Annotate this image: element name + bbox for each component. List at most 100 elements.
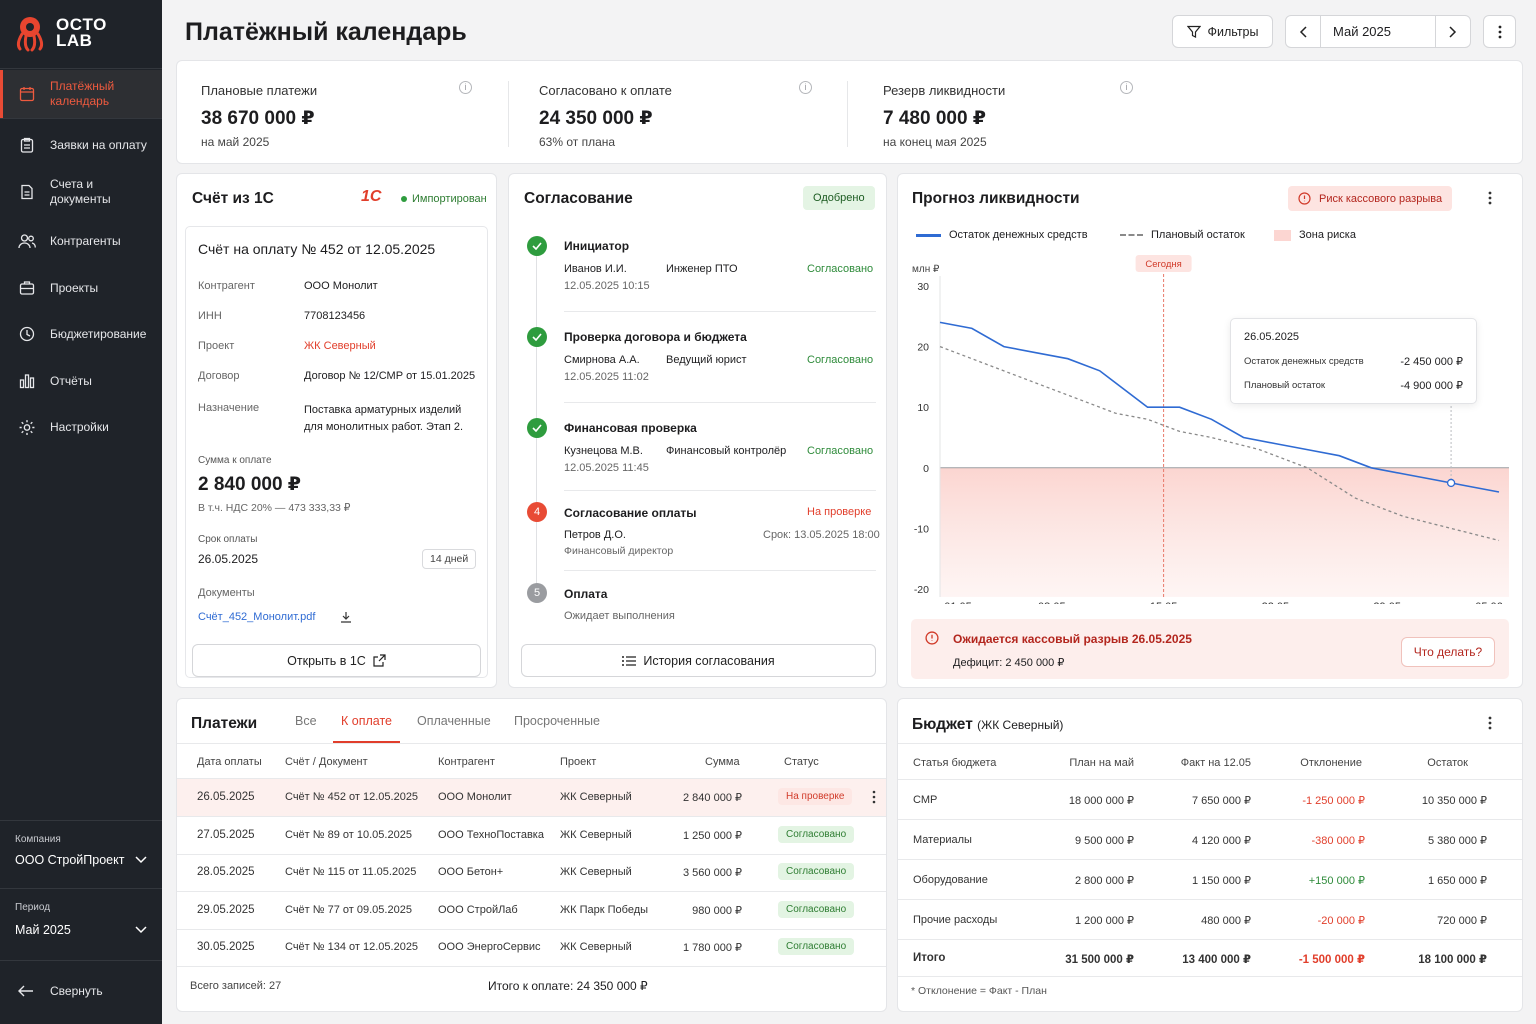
- brand-logo[interactable]: OCTO LAB: [12, 14, 107, 52]
- sidebar-item-budgeting[interactable]: Бюджетирование: [0, 310, 162, 358]
- more-menu-button[interactable]: [1483, 15, 1516, 48]
- row-menu-button[interactable]: [872, 790, 876, 809]
- cell-rest: 10 350 000 ₽: [1421, 795, 1487, 807]
- next-month-button[interactable]: [1435, 16, 1470, 47]
- step-person: Иванов И.И.: [564, 263, 627, 275]
- step-title: Инициатор: [564, 239, 630, 253]
- step-role: Инженер ПТО: [666, 263, 738, 275]
- budget-menu-button[interactable]: [1488, 716, 1492, 735]
- filters-button[interactable]: Фильтры: [1172, 15, 1273, 48]
- tooltip-date: 26.05.2025: [1244, 331, 1300, 343]
- table-row[interactable]: 30.05.2025 Счёт № 134 от 12.05.2025 ООО …: [177, 929, 886, 966]
- tab-overdue[interactable]: Просроченные: [514, 714, 600, 728]
- cell-dev: -20 000 ₽: [1317, 915, 1365, 927]
- sidebar-item-counterparties[interactable]: Контрагенты: [0, 217, 162, 265]
- table-row[interactable]: 29.05.2025 Счёт № 77 от 09.05.2025 ООО С…: [177, 892, 886, 929]
- divider: [177, 966, 886, 967]
- invoice-details: Счёт на оплату № 452 от 12.05.2025 Контр…: [185, 226, 488, 678]
- legend-label: Плановый остаток: [1151, 229, 1245, 241]
- alert-circle-icon: [925, 631, 939, 645]
- col-header[interactable]: Сумма: [705, 756, 740, 768]
- invoice-sum: 2 840 000 ₽: [198, 474, 302, 495]
- col-header[interactable]: Остаток: [1427, 757, 1468, 769]
- contract-value: Договор № 12/СМР от 15.01.2025: [304, 370, 476, 382]
- col-header[interactable]: Счёт / Документ: [285, 756, 368, 768]
- kpi-label: Согласовано к оплате: [539, 83, 672, 98]
- invoice-pdf-link[interactable]: Счёт_452_Монолит.pdf: [198, 611, 316, 623]
- col-header[interactable]: Факт на 12.05: [1180, 757, 1251, 769]
- col-header[interactable]: Статус: [784, 756, 819, 768]
- cell-project: ЖК Северный: [560, 828, 632, 841]
- cell-doc: Счёт № 77 от 09.05.2025: [285, 903, 412, 916]
- tooltip-label: Остаток денежных средств: [1244, 356, 1364, 367]
- prev-month-button[interactable]: [1286, 16, 1321, 47]
- tab-paid[interactable]: Оплаченные: [417, 714, 491, 728]
- period-select[interactable]: Май 2025: [15, 923, 147, 937]
- total-records: Всего записей: 27: [190, 980, 282, 992]
- invoice-card: Счёт из 1С 1С Импортирован Счёт на оплат…: [176, 173, 497, 688]
- col-header[interactable]: Дата оплаты: [197, 756, 262, 768]
- approval-title: Согласование: [524, 190, 633, 207]
- info-icon[interactable]: i: [459, 81, 472, 94]
- cell-sum: 3 560 000 ₽: [683, 867, 742, 879]
- sidebar-item-payment-calendar[interactable]: Платёжный календарь: [0, 70, 162, 118]
- series-line-planned: [939, 345, 1500, 542]
- alert-title: Ожидается кассовый разрыв 26.05.2025: [953, 632, 1192, 646]
- approval-history-label: История согласования: [643, 653, 775, 668]
- alert-sub: Дефицит: 2 450 000 ₽: [953, 657, 1065, 669]
- forecast-menu-button[interactable]: [1488, 191, 1492, 210]
- kpi-planned: Плановые платежи 38 670 000 ₽ на май 202…: [201, 61, 501, 163]
- cash-gap-alert: Ожидается кассовый разрыв 26.05.2025 Деф…: [911, 619, 1509, 679]
- sidebar-item-projects[interactable]: Проекты: [0, 264, 162, 312]
- table-row[interactable]: 28.05.2025 Счёт № 115 от 11.05.2025 ООО …: [177, 854, 886, 891]
- forecast-card: Прогноз ликвидности Риск кассового разры…: [897, 173, 1523, 688]
- y-tick-label: 20: [917, 342, 929, 354]
- col-header[interactable]: Контрагент: [438, 756, 495, 768]
- company-select[interactable]: ООО СтройПроект: [15, 853, 147, 867]
- col-header[interactable]: Статья бюджета: [913, 757, 997, 769]
- collapse-button[interactable]: Свернуть: [18, 984, 103, 998]
- info-icon[interactable]: i: [1120, 81, 1133, 94]
- check-icon: [527, 418, 547, 438]
- approval-history-button[interactable]: История согласования: [521, 644, 876, 677]
- document-icon: [21, 184, 33, 200]
- divider: [177, 816, 886, 817]
- sidebar-item-label: Платёжный календарь: [50, 79, 115, 108]
- kpi-sub: на май 2025: [201, 135, 270, 149]
- sidebar-item-label: Заявки на оплату: [50, 137, 147, 152]
- col-header[interactable]: Отклонение: [1300, 757, 1362, 769]
- what-to-do-button[interactable]: Что делать?: [1401, 637, 1495, 667]
- sidebar-item-invoices[interactable]: Счета и документы: [0, 168, 162, 216]
- step-person: Смирнова А.А.: [564, 354, 640, 366]
- divider: [0, 960, 162, 961]
- cell-dev: -380 000 ₽: [1311, 835, 1365, 847]
- chevron-down-icon: [135, 926, 147, 934]
- divider: [564, 570, 876, 571]
- step-title: Согласование оплаты: [564, 506, 697, 520]
- risk-badge: Риск кассового разрыва: [1288, 186, 1453, 211]
- divider: [898, 819, 1522, 820]
- table-row[interactable]: 26.05.2025 Счёт № 452 от 12.05.2025 ООО …: [177, 779, 886, 816]
- col-header[interactable]: Проект: [560, 756, 597, 768]
- sidebar-item-settings[interactable]: Настройки: [0, 403, 162, 451]
- cell-plan: 9 500 000 ₽: [1075, 835, 1134, 847]
- open-in-1c-button[interactable]: Открыть в 1С: [192, 644, 481, 677]
- purpose-value: Поставка арматурных изделий для монолитн…: [304, 404, 464, 433]
- col-header[interactable]: План на май: [1069, 757, 1134, 769]
- kpi-label: Резерв ликвидности: [883, 83, 1006, 98]
- y-tick-label: -20: [914, 584, 929, 596]
- cell-plan: 1 200 000 ₽: [1075, 915, 1134, 927]
- sidebar-item-reports[interactable]: Отчёты: [0, 357, 162, 405]
- table-row[interactable]: 27.05.2025 Счёт № 89 от 10.05.2025 ООО Т…: [177, 817, 886, 854]
- info-icon[interactable]: i: [799, 81, 812, 94]
- budget-subtitle: (ЖК Северный): [977, 718, 1064, 732]
- tab-all[interactable]: Все: [295, 714, 317, 728]
- download-icon[interactable]: [340, 611, 352, 623]
- tab-to-pay[interactable]: К оплате: [333, 699, 400, 743]
- x-tick-label: 08.05: [1038, 601, 1066, 604]
- tooltip-value: -2 450 000 ₽: [1400, 356, 1463, 368]
- sidebar-item-payment-requests[interactable]: Заявки на оплату: [0, 121, 162, 169]
- project-link[interactable]: ЖК Северный: [304, 340, 376, 352]
- legend-balance: Остаток денежных средств: [916, 229, 1088, 241]
- brand-line2: LAB: [56, 31, 93, 50]
